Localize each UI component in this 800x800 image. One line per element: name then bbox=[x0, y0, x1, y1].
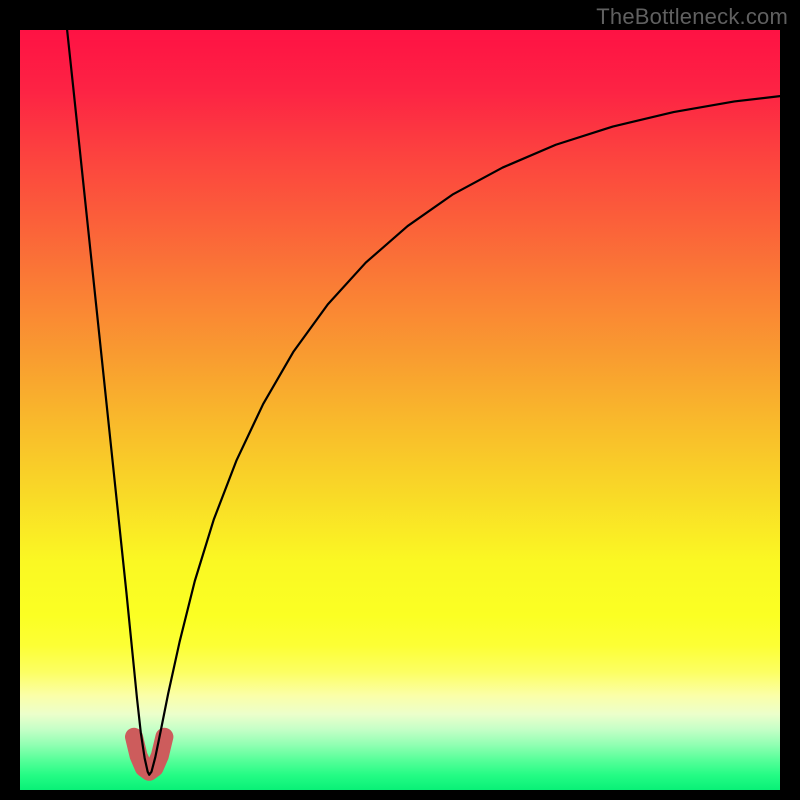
watermark-text: TheBottleneck.com bbox=[596, 4, 788, 30]
plot-area bbox=[20, 30, 780, 790]
chart-stage: TheBottleneck.com bbox=[0, 0, 800, 800]
plot-svg bbox=[20, 30, 780, 790]
